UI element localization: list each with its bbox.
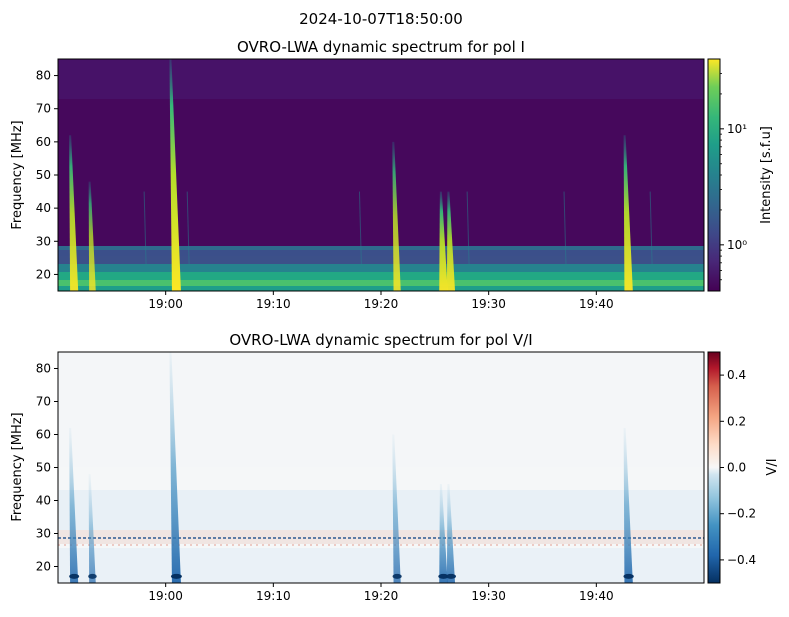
pol-i-heatmap — [58, 59, 704, 291]
pol-i-upper-band — [58, 59, 704, 99]
pol-i-colorbar-ticks: 10⁰ 10¹ — [720, 73, 747, 281]
pol-i-faint-burst — [143, 191, 147, 268]
pol-vi-burst-core — [392, 573, 402, 579]
figure-suptitle: 2024-10-07T18:50:00 — [299, 10, 463, 28]
x-tick-label: 19:00 — [148, 297, 183, 311]
y-tick-label: 30 — [36, 527, 51, 541]
pol-vi-bursts — [69, 352, 634, 583]
pol-i-burst — [392, 141, 401, 291]
pol-vi-heatmap — [58, 352, 704, 583]
pol-i-band-19mhz — [58, 272, 704, 280]
pol-vi-y-axis: 20 30 40 50 60 70 80 — [36, 362, 58, 574]
pol-i-burst — [88, 181, 96, 291]
pol-i-band-24mhz — [58, 256, 704, 264]
pol-vi-colorbar: 0.4 0.2 0.0 −0.2 −0.4 V/I — [707, 351, 780, 584]
pol-i-faint-burst — [186, 191, 190, 268]
pol-i-burst — [439, 191, 448, 291]
pol-vi-burst — [88, 474, 96, 583]
colorbar-tick-label: 10⁰ — [727, 238, 747, 252]
pol-i-colorbar-gradient — [707, 58, 721, 292]
y-tick-label: 40 — [36, 494, 51, 508]
pol-vi-burst-core — [170, 573, 182, 579]
pol-i-faint-burst — [649, 191, 653, 268]
pol-i-burst — [169, 59, 181, 291]
panel-pol-vi: OVRO-LWA dynamic spectrum for pol V/I 19… — [10, 331, 780, 603]
x-tick-label: 19:40 — [579, 589, 614, 603]
x-tick-label: 19:20 — [364, 589, 399, 603]
pol-vi-burst — [392, 434, 401, 583]
y-tick-label: 40 — [36, 201, 51, 215]
pol-i-burst — [623, 135, 633, 291]
y-tick-label: 80 — [36, 362, 51, 376]
pol-vi-colorbar-ticks: 0.4 0.2 0.0 −0.2 −0.4 — [720, 368, 756, 567]
colorbar-tick-label: 10¹ — [727, 122, 747, 136]
y-tick-label: 30 — [36, 234, 51, 248]
colorbar-tick-label: 0.0 — [727, 461, 746, 475]
x-tick-label: 19:00 — [148, 589, 183, 603]
y-tick-label: 70 — [36, 395, 51, 409]
y-tick-label: 50 — [36, 461, 51, 475]
colorbar-tick-label: 0.4 — [727, 368, 746, 382]
pol-vi-burst — [169, 352, 181, 583]
pol-i-band-17mhz — [58, 280, 704, 286]
pol-vi-burst — [446, 484, 456, 583]
x-tick-label: 19:20 — [364, 297, 399, 311]
pol-i-x-axis: 19:00 19:10 19:20 19:30 19:40 — [148, 291, 614, 311]
y-tick-label: 60 — [36, 428, 51, 442]
y-tick-label: 70 — [36, 102, 51, 116]
pol-i-band-15mhz — [58, 286, 704, 291]
pol-vi-burst — [439, 484, 448, 583]
panel-pol-vi-title: OVRO-LWA dynamic spectrum for pol V/I — [229, 331, 532, 349]
pol-vi-ylabel: Frequency [MHz] — [10, 412, 25, 521]
pol-i-faint-burst — [358, 191, 362, 268]
pol-i-burst — [69, 135, 79, 291]
pol-vi-band-noise — [58, 530, 704, 544]
pol-vi-burst — [623, 427, 633, 583]
pol-vi-colorbar-gradient — [707, 351, 721, 584]
pol-i-ylabel: Frequency [MHz] — [10, 120, 25, 229]
pol-vi-band-low — [58, 548, 704, 583]
panel-pol-i-title: OVRO-LWA dynamic spectrum for pol I — [237, 38, 525, 56]
pol-vi-burst-core — [438, 573, 449, 579]
pol-i-bursts — [69, 59, 653, 291]
x-tick-label: 19:30 — [471, 297, 506, 311]
x-tick-label: 19:10 — [256, 589, 291, 603]
pol-vi-burst-core — [623, 573, 634, 579]
pol-vi-band-high — [58, 352, 704, 467]
y-tick-label: 20 — [36, 267, 51, 281]
pol-vi-burst-core — [69, 573, 80, 579]
x-tick-label: 19:30 — [471, 589, 506, 603]
x-tick-label: 19:40 — [579, 297, 614, 311]
pol-vi-band-mid — [58, 490, 704, 530]
y-tick-label: 80 — [36, 69, 51, 83]
pol-i-band-22mhz — [58, 264, 704, 272]
pol-i-band-28mhz — [58, 246, 704, 250]
colorbar-tick-label: −0.4 — [727, 553, 756, 567]
pol-vi-colorbar-label: V/I — [765, 458, 780, 475]
pol-i-band-26mhz — [58, 250, 704, 256]
colorbar-tick-label: −0.2 — [727, 507, 756, 521]
pol-i-colorbar: 10⁰ 10¹ Intensity [s.f.u] — [707, 58, 774, 292]
pol-vi-x-axis: 19:00 19:10 19:20 19:30 19:40 — [148, 583, 614, 603]
colorbar-tick-label: 0.2 — [727, 414, 746, 428]
y-tick-label: 50 — [36, 168, 51, 182]
x-tick-label: 19:10 — [256, 297, 291, 311]
pol-i-colorbar-label: Intensity [s.f.u] — [759, 126, 774, 224]
pol-i-burst — [446, 191, 456, 291]
pol-i-y-axis: 20 30 40 50 60 70 80 — [36, 69, 58, 281]
y-tick-label: 60 — [36, 135, 51, 149]
panel-pol-i: OVRO-LWA dynamic spectrum for pol I 19:0… — [10, 38, 774, 311]
pol-vi-burst-core — [88, 573, 97, 579]
pol-i-faint-burst — [563, 191, 567, 268]
pol-i-faint-burst — [466, 191, 470, 268]
y-tick-label: 20 — [36, 560, 51, 574]
pol-vi-burst-core — [445, 573, 457, 579]
pol-vi-burst — [69, 427, 79, 583]
